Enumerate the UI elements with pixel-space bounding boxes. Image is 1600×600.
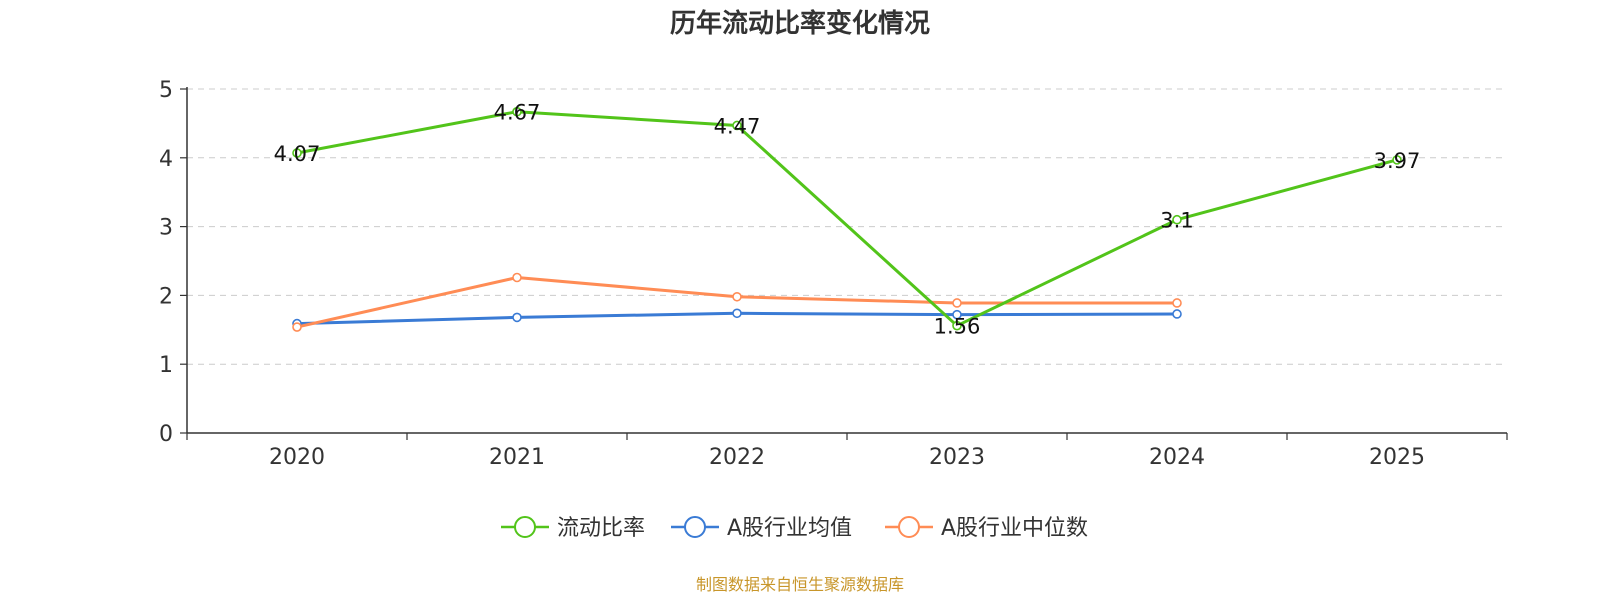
- legend-marker-icon: [898, 516, 920, 538]
- data-label: 4.47: [714, 114, 761, 138]
- data-point[interactable]: [512, 272, 522, 283]
- data-label: 4.07: [274, 142, 321, 166]
- x-tick-label: 2024: [1149, 445, 1205, 470]
- axes: 0 1 2 3 4 5 2020 2021 2022 2023 2024 2025: [159, 78, 1508, 470]
- data-point[interactable]: [1172, 214, 1182, 225]
- data-point[interactable]: [952, 298, 962, 308]
- data-point[interactable]: [292, 148, 302, 158]
- y-tick-label: 0: [159, 422, 173, 447]
- legend-item[interactable]: A股行业均值: [671, 516, 852, 541]
- legend-marker-icon: [684, 516, 706, 538]
- legend-label: 流动比率: [557, 516, 645, 541]
- legend-label: A股行业均值: [727, 516, 852, 541]
- series-0: [292, 106, 1402, 331]
- series-lines: [292, 106, 1402, 332]
- legend-label: A股行业中位数: [941, 516, 1088, 541]
- series-1: [292, 308, 1182, 329]
- data-label: 4.67: [494, 101, 541, 125]
- data-point[interactable]: [1172, 298, 1182, 308]
- data-point[interactable]: [1392, 155, 1402, 165]
- data-label: 1.56: [934, 315, 981, 339]
- series-line: [296, 110, 1398, 328]
- data-point[interactable]: [732, 291, 742, 302]
- x-tick-label: 2025: [1369, 445, 1425, 470]
- data-label: 3.1: [1160, 209, 1193, 233]
- data-point[interactable]: [732, 120, 742, 131]
- y-tick-label: 1: [159, 353, 173, 378]
- data-label: 3.97: [1374, 149, 1421, 173]
- data-point[interactable]: [292, 322, 302, 332]
- data-point[interactable]: [952, 320, 962, 331]
- data-point[interactable]: [732, 308, 742, 319]
- y-tick-label: 3: [159, 216, 173, 241]
- legend-marker-icon: [514, 516, 536, 538]
- y-tick-label: 4: [159, 147, 173, 172]
- x-tick-label: 2023: [929, 445, 985, 470]
- legend-item[interactable]: 流动比率: [501, 516, 645, 541]
- series-2: [292, 272, 1182, 332]
- data-point[interactable]: [512, 312, 522, 323]
- x-tick-label: 2020: [269, 445, 325, 470]
- source-note: 制图数据来自恒生聚源数据库: [696, 575, 904, 594]
- data-point[interactable]: [1172, 309, 1182, 319]
- legend-item[interactable]: A股行业中位数: [885, 516, 1088, 541]
- chart-title: 历年流动比率变化情况: [670, 8, 930, 39]
- data-point[interactable]: [952, 309, 962, 320]
- data-labels: 4.07 4.67 4.47 1.56 3.1 3.97: [274, 101, 1421, 339]
- data-point[interactable]: [512, 106, 522, 117]
- x-tick-label: 2022: [709, 445, 765, 470]
- legend[interactable]: 流动比率 A股行业均值 A股行业中位数: [501, 516, 1088, 541]
- y-tick-label: 5: [159, 78, 173, 103]
- x-tick-label: 2021: [489, 445, 545, 470]
- y-tick-label: 2: [159, 284, 173, 309]
